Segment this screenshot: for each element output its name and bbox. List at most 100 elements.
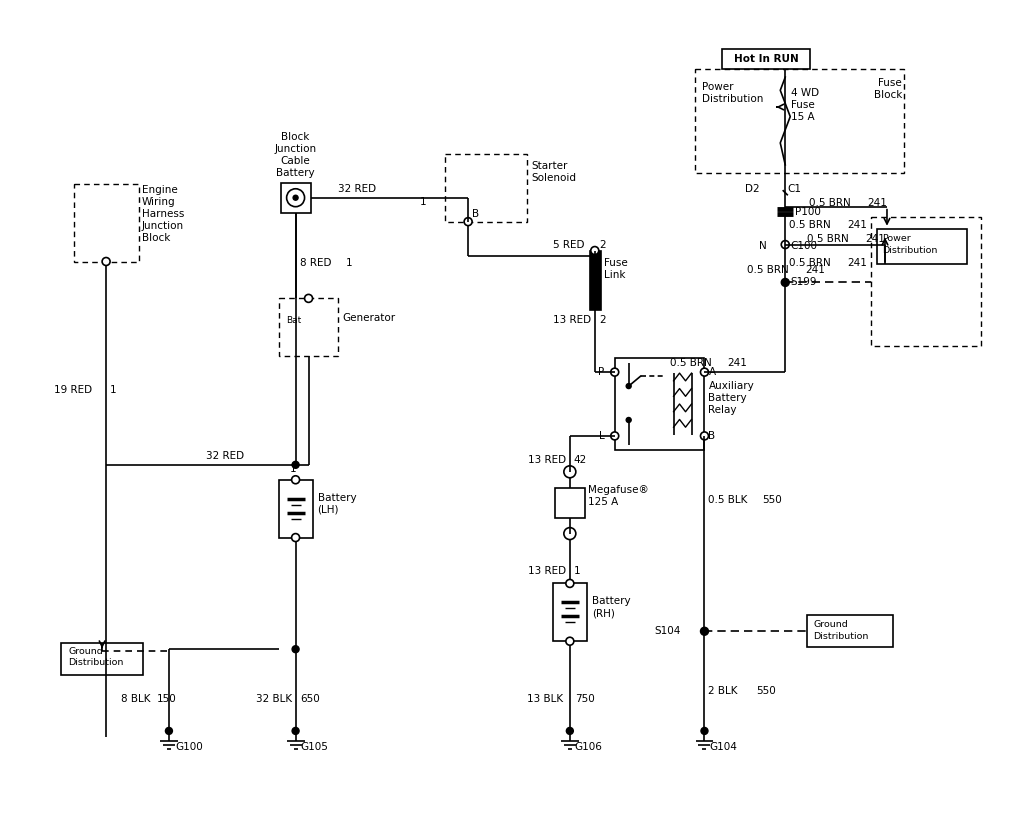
Circle shape	[102, 258, 111, 266]
Text: 125 A: 125 A	[588, 497, 618, 507]
Text: Power: Power	[882, 234, 910, 243]
Circle shape	[610, 368, 618, 376]
Text: S104: S104	[654, 626, 681, 636]
Text: Junction: Junction	[274, 144, 316, 154]
Text: Battery: Battery	[276, 168, 315, 178]
Bar	[61, 644, 143, 675]
Circle shape	[166, 728, 172, 734]
Circle shape	[293, 195, 298, 200]
Text: N: N	[760, 240, 767, 250]
Bar	[807, 616, 893, 647]
Bar	[445, 154, 527, 221]
Text: Ground: Ground	[69, 647, 103, 656]
Text: 4 WD: 4 WD	[792, 88, 819, 98]
Circle shape	[781, 240, 790, 249]
Text: Cable: Cable	[281, 156, 310, 166]
Text: Bat: Bat	[287, 316, 302, 325]
Text: Engine: Engine	[142, 184, 178, 195]
Text: Block: Block	[873, 90, 902, 100]
Bar	[877, 229, 967, 264]
Text: 0.5 BRN: 0.5 BRN	[748, 266, 790, 276]
Text: 0.5 BRN: 0.5 BRN	[670, 358, 712, 368]
Circle shape	[464, 217, 472, 226]
Text: 241: 241	[865, 234, 885, 244]
Text: 241: 241	[805, 266, 825, 276]
Bar	[694, 69, 904, 173]
Text: P: P	[598, 367, 605, 377]
Text: C100: C100	[791, 240, 817, 250]
Text: G104: G104	[710, 742, 737, 752]
Text: 1: 1	[290, 464, 296, 474]
Circle shape	[292, 728, 299, 734]
Text: 2: 2	[599, 239, 605, 249]
Text: 5 RED: 5 RED	[553, 239, 585, 249]
Text: Block: Block	[142, 233, 170, 243]
Circle shape	[292, 476, 300, 484]
Text: 0.5 BRN: 0.5 BRN	[790, 258, 831, 267]
Circle shape	[566, 637, 573, 645]
Circle shape	[304, 295, 312, 302]
Text: Link: Link	[604, 271, 626, 281]
Text: Ground: Ground	[813, 620, 848, 629]
Bar	[279, 480, 312, 537]
Circle shape	[700, 627, 709, 635]
Text: 1: 1	[111, 385, 117, 395]
Text: Distribution: Distribution	[702, 94, 764, 104]
Bar	[279, 299, 339, 356]
Text: 241: 241	[847, 258, 867, 267]
Text: 241: 241	[867, 198, 887, 207]
Bar	[871, 216, 981, 346]
Text: G100: G100	[175, 742, 203, 752]
Text: Battery: Battery	[592, 597, 631, 607]
Text: Megafuse®: Megafuse®	[588, 485, 648, 495]
Text: 13 RED: 13 RED	[528, 455, 566, 465]
Text: Battery: Battery	[317, 493, 356, 503]
Text: Harness: Harness	[142, 209, 184, 219]
Circle shape	[564, 528, 575, 540]
Text: P100: P100	[796, 207, 821, 216]
Text: 19 RED: 19 RED	[54, 385, 92, 395]
Circle shape	[591, 247, 599, 254]
Text: 13 RED: 13 RED	[528, 566, 566, 576]
Text: 0.5 BRN: 0.5 BRN	[807, 234, 849, 244]
Circle shape	[292, 646, 299, 653]
Text: C1: C1	[787, 184, 801, 193]
Circle shape	[566, 579, 573, 588]
Text: 550: 550	[757, 686, 776, 696]
Circle shape	[292, 533, 300, 542]
Text: Junction: Junction	[142, 221, 184, 230]
Text: Solenoid: Solenoid	[531, 173, 575, 183]
Text: Battery: Battery	[709, 393, 748, 403]
Text: Distribution: Distribution	[813, 632, 868, 641]
Text: B: B	[709, 431, 716, 441]
Text: Auxiliary: Auxiliary	[709, 381, 755, 391]
Text: 0.5 BLK: 0.5 BLK	[709, 495, 748, 504]
Text: Distribution: Distribution	[69, 658, 124, 667]
Text: Starter: Starter	[531, 160, 567, 171]
Text: 15 A: 15 A	[792, 112, 815, 122]
Text: Block: Block	[282, 132, 310, 142]
Text: (LH): (LH)	[317, 504, 339, 514]
Text: Fuse: Fuse	[879, 78, 902, 88]
Text: 0.5 BRN: 0.5 BRN	[809, 198, 851, 207]
Text: 8 BLK: 8 BLK	[121, 694, 151, 704]
Text: 241: 241	[847, 220, 867, 230]
Circle shape	[700, 432, 709, 440]
Text: 2: 2	[599, 315, 605, 325]
Circle shape	[627, 384, 631, 388]
Text: Fuse: Fuse	[792, 100, 815, 110]
Text: D2: D2	[745, 184, 760, 193]
Bar	[74, 184, 139, 262]
Circle shape	[564, 466, 575, 478]
Text: B: B	[472, 209, 479, 219]
Text: 0.5 BRN: 0.5 BRN	[790, 220, 831, 230]
Circle shape	[292, 462, 299, 468]
Text: 150: 150	[157, 694, 177, 704]
Text: Fuse: Fuse	[604, 258, 628, 267]
Text: 650: 650	[301, 694, 321, 704]
Bar	[555, 488, 585, 518]
Text: Distribution: Distribution	[882, 246, 937, 255]
Text: 32 RED: 32 RED	[339, 184, 377, 193]
Text: Hot In RUN: Hot In RUN	[734, 54, 799, 64]
Text: 32 BLK: 32 BLK	[256, 694, 292, 704]
